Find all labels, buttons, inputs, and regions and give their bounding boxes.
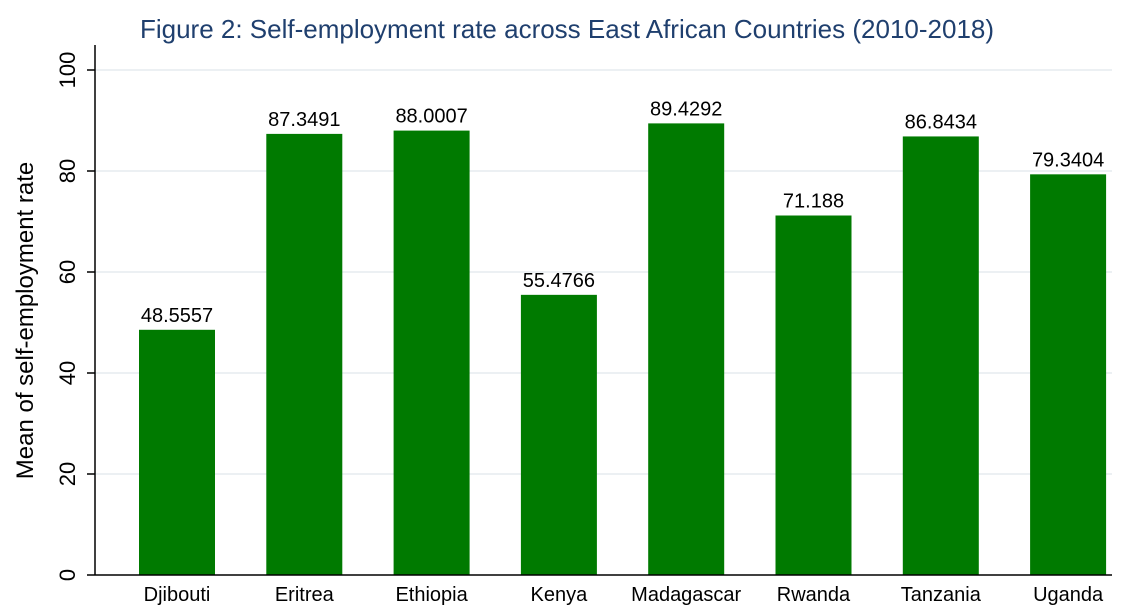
- x-tick-label: Eritrea: [275, 584, 335, 605]
- x-tick-labels: Djibouti Eritrea Ethiopia Kenya Madagascar Rw…: [144, 584, 1104, 605]
- bar: [775, 215, 852, 575]
- bar-value-label: 71.188: [783, 191, 844, 213]
- data-labels: 48.5557 87.3491 88.0007 55.4766 89.4292 71.18…: [141, 98, 1104, 326]
- x-tick-label: Ethiopia: [395, 584, 468, 605]
- y-ticks: 0 20 40 60 80 100: [55, 52, 95, 581]
- chart-title: Figure 2: Self-employment rate across Ea…: [139, 14, 995, 44]
- bar: [266, 133, 343, 576]
- y-tick-label: 0: [55, 569, 80, 581]
- y-tick-label: 60: [55, 260, 80, 284]
- y-tick-label: 100: [55, 52, 80, 89]
- bar-value-label: 79.3404: [1032, 149, 1104, 171]
- x-tick-label: Djibouti: [144, 584, 211, 605]
- y-tick-label: 80: [55, 159, 80, 183]
- y-axis-label: Mean of self-employment rate: [12, 162, 39, 479]
- bar: [139, 329, 215, 575]
- bar-value-label: 88.0007: [395, 106, 467, 128]
- axes: [94, 45, 1112, 576]
- bar-value-label: 48.5557: [141, 305, 213, 327]
- x-tick-label: Kenya: [531, 584, 589, 605]
- y-tick-label: 20: [55, 462, 80, 486]
- y-tick-label: 40: [55, 361, 80, 385]
- bar: [393, 130, 470, 575]
- bar-value-label: 55.4766: [523, 270, 595, 292]
- x-tick-label: Uganda: [1033, 584, 1104, 605]
- bars: [139, 123, 1107, 576]
- bar: [1030, 174, 1107, 575]
- x-tick-label: Rwanda: [777, 584, 851, 605]
- bar: [902, 136, 979, 575]
- bar: [648, 123, 725, 575]
- x-tick-label: Tanzania: [901, 584, 982, 605]
- x-tick-label: Madagascar: [631, 584, 741, 605]
- bar-value-label: 89.4292: [650, 98, 722, 120]
- bar: [520, 294, 597, 575]
- bar-value-label: 86.8434: [905, 111, 977, 133]
- bar-value-label: 87.3491: [268, 109, 340, 131]
